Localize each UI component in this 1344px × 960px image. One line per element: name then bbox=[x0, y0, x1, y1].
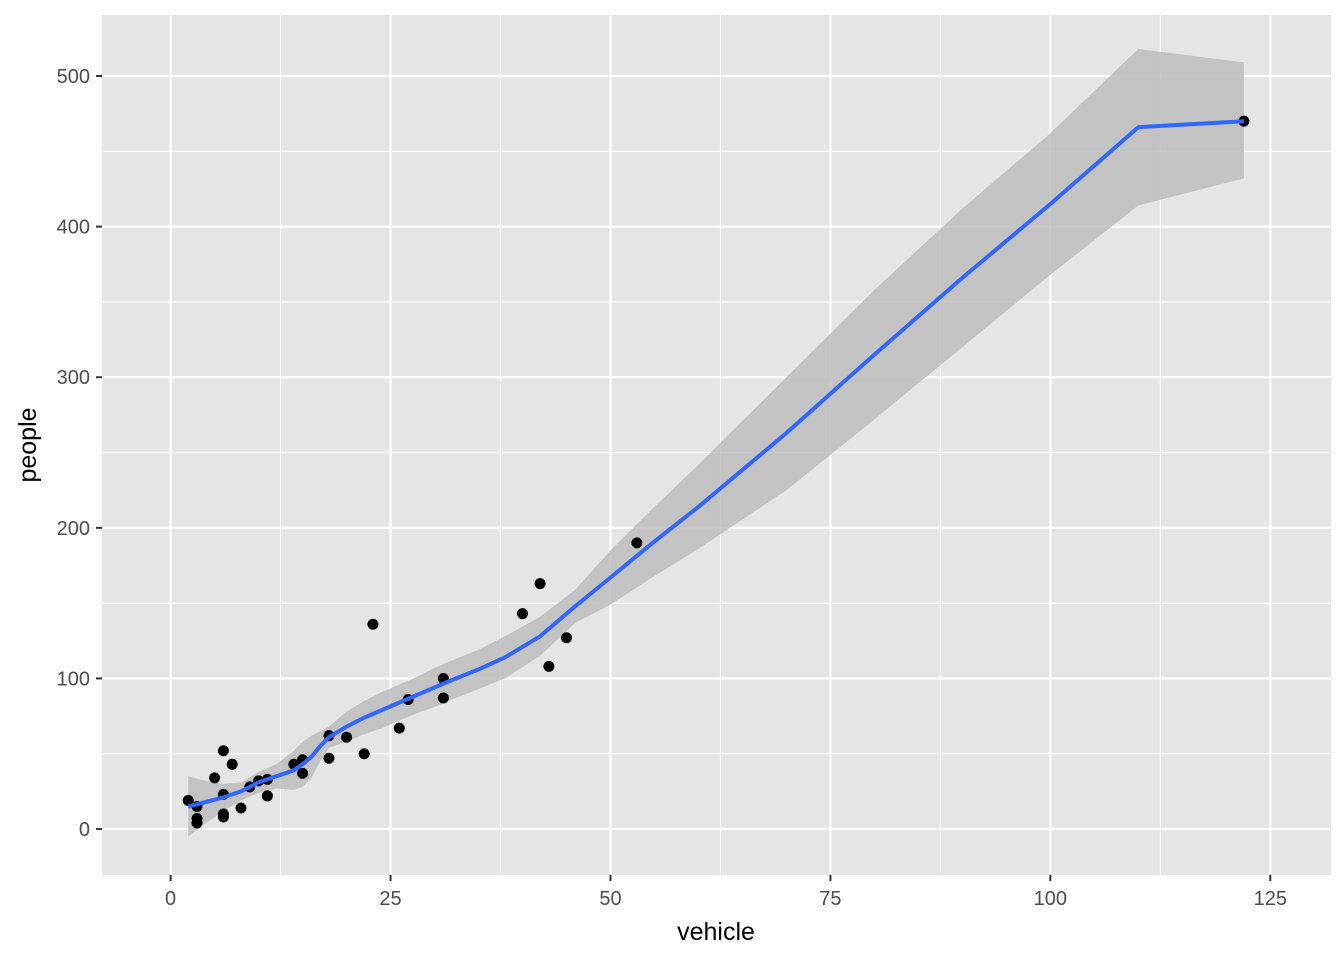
y-axis-ticks: 0 100 200 300 400 500 bbox=[57, 66, 102, 841]
data-point bbox=[631, 537, 643, 549]
data-point bbox=[437, 692, 449, 704]
y-tick-label: 400 bbox=[57, 217, 90, 239]
y-axis-title: people bbox=[14, 407, 42, 482]
data-point bbox=[393, 722, 405, 734]
x-axis-title: vehicle bbox=[677, 918, 755, 946]
data-point bbox=[341, 731, 353, 743]
y-tick-label: 200 bbox=[57, 518, 90, 540]
y-tick-label: 300 bbox=[57, 367, 90, 389]
data-point bbox=[561, 632, 573, 644]
data-point bbox=[367, 618, 379, 630]
y-tick-label: 500 bbox=[57, 66, 90, 88]
x-tick-label: 25 bbox=[379, 888, 401, 910]
data-point bbox=[323, 752, 335, 764]
x-tick-label: 125 bbox=[1254, 888, 1287, 910]
data-point bbox=[543, 660, 555, 672]
x-tick-label: 0 bbox=[165, 888, 176, 910]
data-point bbox=[517, 608, 529, 620]
y-tick-label: 100 bbox=[57, 668, 90, 690]
data-point bbox=[297, 767, 309, 779]
y-tick-label: 0 bbox=[79, 819, 90, 841]
x-axis-ticks: 0 25 50 75 100 125 bbox=[165, 875, 1287, 910]
smooth-line bbox=[187, 119, 1245, 809]
confidence-ribbon bbox=[188, 48, 1244, 837]
data-point bbox=[261, 790, 273, 802]
x-tick-label: 100 bbox=[1034, 888, 1067, 910]
data-point bbox=[235, 802, 247, 814]
data-point bbox=[226, 758, 238, 770]
data-point bbox=[209, 772, 221, 784]
data-point bbox=[182, 794, 194, 806]
x-tick-label: 75 bbox=[819, 888, 841, 910]
data-point bbox=[534, 578, 546, 590]
data-point bbox=[358, 748, 370, 760]
data-point bbox=[191, 817, 203, 829]
data-point bbox=[217, 745, 229, 757]
x-tick-label: 50 bbox=[599, 888, 621, 910]
data-point bbox=[1238, 115, 1250, 127]
data-point bbox=[217, 811, 229, 823]
